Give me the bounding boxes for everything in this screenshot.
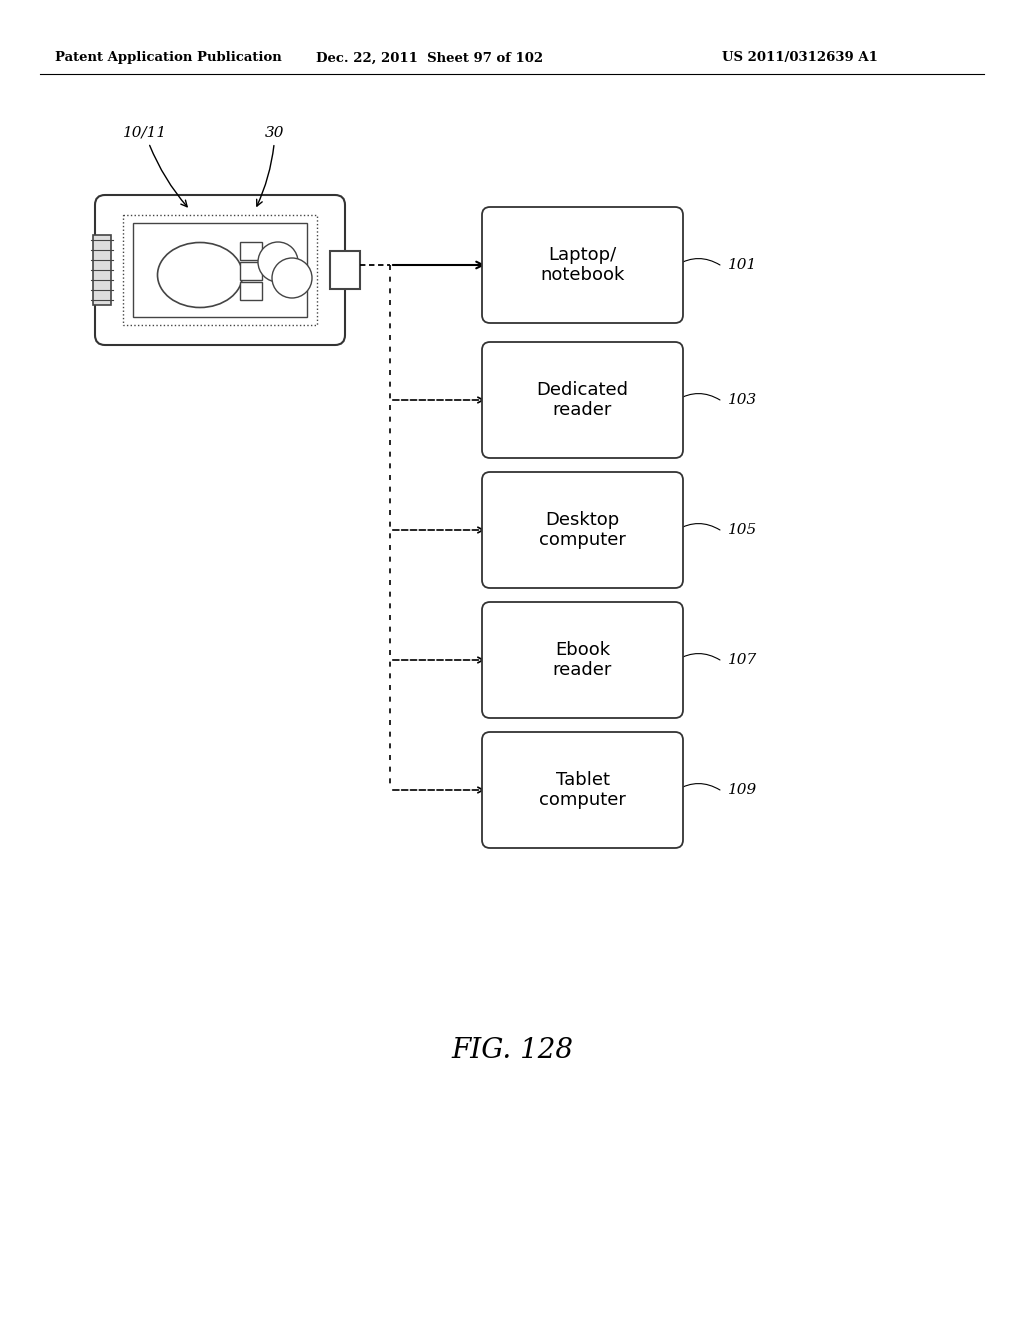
Text: FIG. 128: FIG. 128 [451, 1036, 573, 1064]
Bar [93, 235, 111, 305]
Text: Dedicated
reader: Dedicated reader [537, 380, 629, 420]
Text: Tablet
computer: Tablet computer [539, 771, 626, 809]
Text: Patent Application Publication: Patent Application Publication [55, 51, 282, 65]
Bar [240, 242, 262, 260]
Bar [240, 282, 262, 300]
FancyBboxPatch shape [95, 195, 345, 345]
Text: 109: 109 [728, 783, 758, 797]
Text: 30: 30 [257, 125, 285, 206]
FancyBboxPatch shape [482, 733, 683, 847]
Text: Dec. 22, 2011  Sheet 97 of 102: Dec. 22, 2011 Sheet 97 of 102 [316, 51, 544, 65]
FancyBboxPatch shape [482, 602, 683, 718]
Text: 103: 103 [728, 393, 758, 407]
Text: Desktop
computer: Desktop computer [539, 511, 626, 549]
Text: 105: 105 [728, 523, 758, 537]
Text: 107: 107 [728, 653, 758, 667]
Bar [240, 261, 262, 280]
Ellipse shape [158, 243, 243, 308]
Bar [123, 215, 317, 325]
Text: US 2011/0312639 A1: US 2011/0312639 A1 [722, 51, 878, 65]
Bar [133, 223, 307, 317]
FancyBboxPatch shape [482, 342, 683, 458]
Text: Laptop/
notebook: Laptop/ notebook [541, 246, 625, 284]
Text: 101: 101 [728, 257, 758, 272]
Text: Ebook
reader: Ebook reader [553, 640, 612, 680]
Circle shape [272, 257, 312, 298]
FancyBboxPatch shape [482, 207, 683, 323]
Circle shape [258, 242, 298, 282]
Text: 10/11: 10/11 [123, 125, 187, 207]
Bar [330, 251, 360, 289]
FancyBboxPatch shape [482, 473, 683, 587]
